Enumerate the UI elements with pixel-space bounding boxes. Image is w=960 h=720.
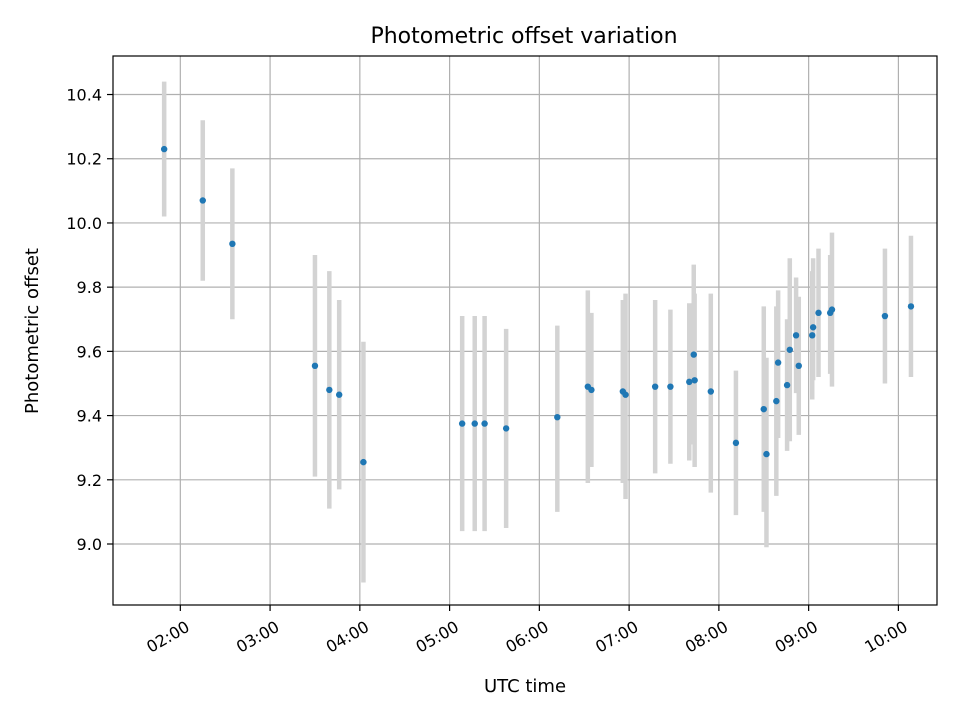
x-tick-label: 10:00 xyxy=(861,617,910,657)
data-point xyxy=(690,351,697,358)
data-points xyxy=(160,145,915,466)
data-point xyxy=(809,332,816,339)
data-point xyxy=(311,362,319,370)
y-axis-label: Photometric offset xyxy=(22,248,43,414)
x-tick-label: 06:00 xyxy=(502,617,551,657)
error-bars xyxy=(161,81,914,583)
plot-frame xyxy=(112,55,938,606)
data-point xyxy=(773,397,780,405)
y-tick-label: 9.8 xyxy=(77,278,102,297)
data-point xyxy=(326,386,333,394)
data-point xyxy=(502,425,510,432)
y-tick-label: 9.2 xyxy=(77,471,102,490)
x-tick-label: 08:00 xyxy=(682,617,731,657)
x-axis-label: UTC time xyxy=(484,676,566,697)
x-tick-label: 02:00 xyxy=(143,617,192,657)
data-point xyxy=(160,145,168,153)
data-point xyxy=(732,439,740,447)
data-point xyxy=(686,378,693,386)
data-point xyxy=(809,324,817,331)
data-point xyxy=(199,197,206,204)
x-tick-label: 03:00 xyxy=(233,617,282,657)
data-point xyxy=(760,405,767,413)
data-point xyxy=(828,306,836,313)
data-point xyxy=(792,332,800,339)
y-axis-ticks: 9.0 9.2 9.4 9.6 9.8 10.0 10.2 10.4 xyxy=(66,86,113,554)
data-point xyxy=(471,420,478,427)
data-point xyxy=(622,391,629,398)
data-point xyxy=(691,377,698,384)
y-tick-label: 10.4 xyxy=(66,86,102,105)
data-point xyxy=(881,312,889,320)
chart-title: Photometric offset variation xyxy=(370,24,677,49)
data-point xyxy=(667,383,674,390)
y-tick-label: 9.6 xyxy=(77,342,102,361)
data-point xyxy=(335,391,343,398)
x-tick-label: 09:00 xyxy=(772,617,821,657)
data-point xyxy=(907,303,915,310)
y-tick-label: 10.2 xyxy=(66,150,102,169)
y-tick-label: 10.0 xyxy=(66,214,102,233)
x-tick-label: 05:00 xyxy=(413,617,462,657)
data-point xyxy=(795,362,802,370)
data-point xyxy=(481,420,488,427)
data-point xyxy=(783,381,791,389)
y-tick-label: 9.0 xyxy=(77,535,102,554)
data-point xyxy=(651,383,659,390)
data-point xyxy=(763,450,770,458)
y-tick-label: 9.4 xyxy=(77,407,102,426)
data-point xyxy=(229,240,236,248)
x-axis-ticks: 02:00 03:00 04:00 05:00 06:00 07:00 08:00 09:00… xyxy=(143,605,911,657)
data-point xyxy=(774,359,782,366)
data-point xyxy=(360,458,367,466)
x-tick-label: 07:00 xyxy=(592,617,641,657)
data-point xyxy=(458,420,466,427)
data-point xyxy=(815,309,822,317)
data-point xyxy=(554,413,561,421)
data-point xyxy=(707,388,715,395)
data-point xyxy=(786,346,793,353)
data-point xyxy=(588,386,595,394)
x-tick-label: 04:00 xyxy=(323,617,372,657)
